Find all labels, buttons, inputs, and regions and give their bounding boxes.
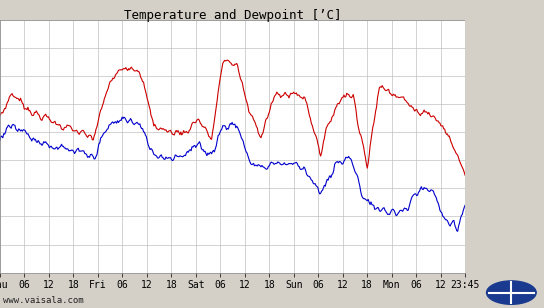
Text: Temperature and Dewpoint [’C]: Temperature and Dewpoint [’C] (124, 9, 341, 22)
Circle shape (486, 281, 536, 304)
Text: www.vaisala.com: www.vaisala.com (3, 296, 83, 305)
